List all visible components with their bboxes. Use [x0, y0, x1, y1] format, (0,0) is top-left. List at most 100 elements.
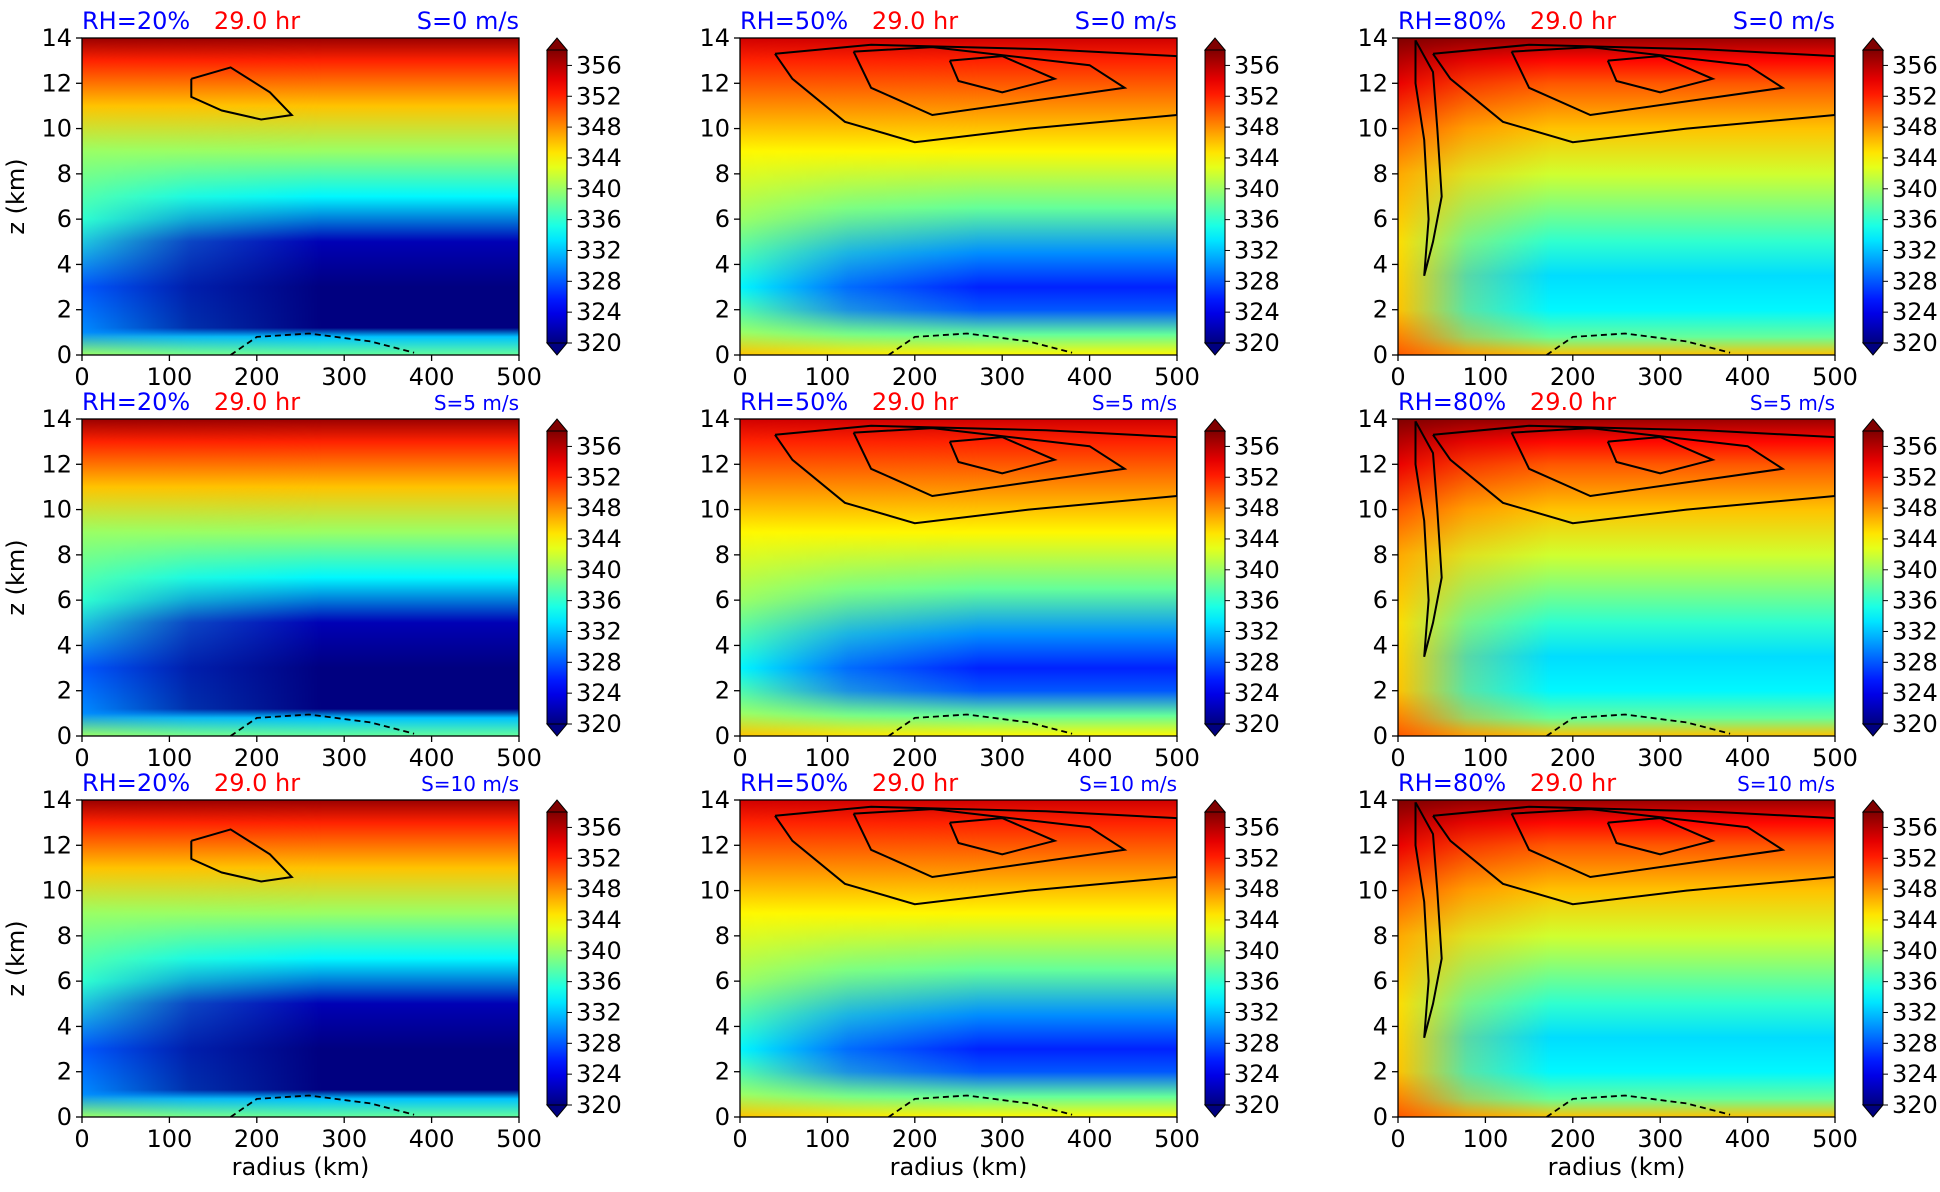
panel-rh20-s10: 0 100 200 300 400 500 0 2 4 6 8 10 12 14 RH=20% 29.0 hr…	[2, 769, 622, 1181]
colorbar-tick-label: 328	[1234, 648, 1280, 676]
colorbar-tick-label: 344	[576, 144, 622, 172]
y-tick-label: 4	[1373, 250, 1388, 278]
y-tick-label: 2	[1373, 296, 1388, 324]
contour-lines	[190, 66, 415, 355]
colorbar-tick-label: 352	[1234, 82, 1280, 110]
time-label: 29.0 hr	[214, 388, 300, 416]
colorbar-tick-label: 356	[1892, 813, 1938, 841]
contour-lines	[774, 805, 1177, 1117]
colorbar-tick-label: 348	[1892, 875, 1938, 903]
time-label: 29.0 hr	[1530, 769, 1616, 797]
colorbar-tick-label: 332	[576, 617, 622, 645]
colorbar-tick-label: 340	[1234, 937, 1280, 965]
y-tick-label: 6	[715, 586, 730, 614]
colorbar-tick-label: 356	[1892, 432, 1938, 460]
colorbar-gradient	[1205, 50, 1225, 343]
panel-rh50-s0: 0 100 200 300 400 500 0 2 4 6 8 10 12 14 RH=50% 29.0 hr…	[699, 7, 1279, 391]
colorbar-tick-label: 340	[576, 937, 622, 965]
x-tick-label: 100	[804, 1125, 850, 1153]
plot-frame	[81, 418, 520, 737]
colorbar-tick-label: 332	[1234, 617, 1280, 645]
y-tick-label: 10	[1357, 496, 1388, 524]
x-tick-label: 300	[321, 363, 367, 391]
colorbar-tick-label: 352	[1892, 844, 1938, 872]
colorbar-tick-label: 348	[1234, 875, 1280, 903]
y-tick-label: 8	[715, 541, 730, 569]
rh-label: RH=20%	[82, 7, 190, 35]
x-tick-label: 500	[1154, 744, 1200, 772]
solid-contour	[1414, 39, 1443, 277]
colorbar-frame	[1204, 430, 1226, 725]
dashed-contour	[1546, 332, 1731, 355]
solid-contour	[190, 828, 294, 883]
x-tick-label: 200	[234, 363, 280, 391]
y-tick-label: 12	[41, 69, 72, 97]
y-tick-label: 0	[1373, 1103, 1388, 1131]
contour-lines	[1414, 801, 1835, 1117]
colorbar-tick-label: 344	[576, 906, 622, 934]
y-tick-label: 14	[699, 24, 730, 52]
colorbar-tick-label: 332	[1234, 236, 1280, 264]
y-tick-label: 0	[57, 722, 72, 750]
contour-lines	[774, 43, 1177, 355]
x-tick-label: 200	[1550, 1125, 1596, 1153]
plot-frame	[1397, 799, 1836, 1118]
x-tick-label: 100	[146, 744, 192, 772]
colorbar-extend-max	[545, 799, 569, 813]
shear-label: S=0 m/s	[1075, 7, 1177, 35]
colorbar-tick-label: 336	[1234, 968, 1280, 996]
y-tick-label: 14	[41, 405, 72, 433]
x-tick-label: 200	[234, 744, 280, 772]
y-tick-label: 8	[1373, 160, 1388, 188]
y-tick-label: 10	[699, 877, 730, 905]
colorbar-tick-label: 320	[1892, 710, 1938, 738]
colorbar-tick-label: 320	[1892, 1091, 1938, 1119]
colorbar-tick-label: 352	[1892, 82, 1938, 110]
colorbar-tick-label: 340	[1892, 556, 1938, 584]
solid-contour	[774, 43, 1177, 144]
x-axis-title: radius (km)	[890, 1153, 1028, 1181]
x-tick-label: 200	[892, 1125, 938, 1153]
colorbar-gradient	[1205, 431, 1225, 724]
contour-lines	[1414, 420, 1835, 736]
contour-lines	[190, 828, 415, 1117]
x-tick-label: 400	[1067, 1125, 1113, 1153]
dashed-contour	[230, 713, 415, 736]
colorbar-tick-label: 340	[576, 556, 622, 584]
y-tick-label: 10	[41, 115, 72, 143]
y-tick-label: 0	[1373, 722, 1388, 750]
x-tick-label: 400	[1067, 744, 1113, 772]
colorbar-tick-label: 332	[1892, 617, 1938, 645]
y-tick-label: 2	[57, 677, 72, 705]
y-tick-label: 6	[1373, 205, 1388, 233]
field-inner-core	[82, 800, 519, 1117]
colorbar-tick-label: 328	[1234, 1029, 1280, 1057]
shear-label: S=0 m/s	[417, 7, 519, 35]
colorbar-tick-label: 324	[1234, 298, 1280, 326]
rh-label: RH=50%	[740, 7, 848, 35]
contour-lines	[1414, 39, 1835, 355]
colorbar-tick-label: 320	[576, 329, 622, 357]
y-tick-label: 14	[41, 24, 72, 52]
y-tick-label: 8	[1373, 922, 1388, 950]
colorbar-tick-label: 336	[1234, 587, 1280, 615]
y-tick-label: 8	[715, 160, 730, 188]
solid-contour	[1510, 808, 1786, 879]
y-tick-label: 2	[715, 296, 730, 324]
y-tick-label: 2	[715, 1058, 730, 1086]
y-tick-label: 0	[715, 722, 730, 750]
solid-contour	[1414, 420, 1443, 658]
dashed-contour	[888, 1094, 1073, 1117]
y-tick-label: 2	[1373, 1058, 1388, 1086]
colorbar-extend-max	[1203, 418, 1227, 432]
y-tick-label: 10	[1357, 877, 1388, 905]
colorbar-tick-label: 352	[1892, 463, 1938, 491]
y-tick-label: 12	[41, 450, 72, 478]
solid-contour	[1606, 436, 1716, 475]
colorbar-frame	[1862, 430, 1884, 725]
y-tick-label: 8	[1373, 541, 1388, 569]
y-tick-label: 4	[715, 631, 730, 659]
y-tick-label: 4	[715, 1012, 730, 1040]
